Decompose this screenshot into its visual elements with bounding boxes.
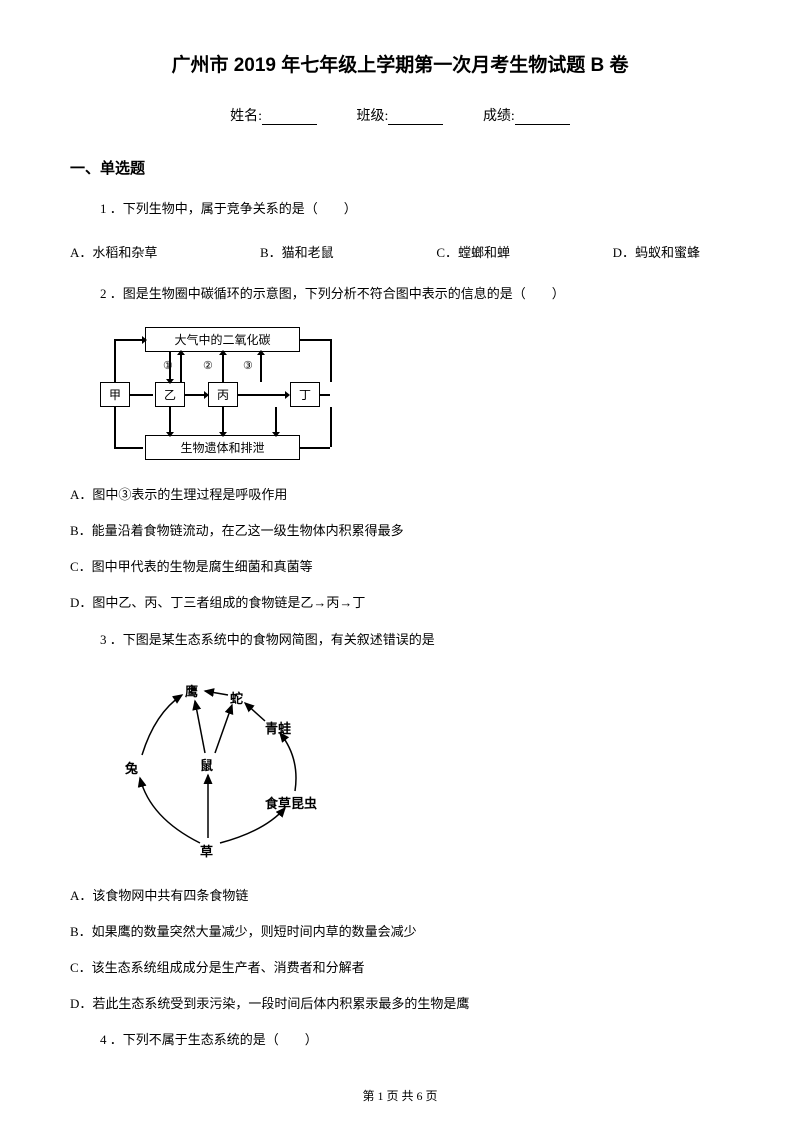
- arrow: [130, 394, 153, 396]
- node-she: 蛇: [230, 688, 243, 707]
- arrow: [222, 354, 224, 382]
- page-footer: 第 1 页 共 6 页: [0, 1087, 800, 1104]
- q1-opt-a: A．水稻和杂草: [70, 242, 157, 261]
- name-field: 姓名:: [230, 105, 317, 125]
- q1-options: A．水稻和杂草 B．猫和老鼠 C．螳螂和蝉 D．蚂蚁和蜜蜂: [70, 242, 730, 261]
- arrow: [260, 354, 262, 382]
- jia-box: 甲: [100, 382, 130, 407]
- node-ying: 鹰: [185, 681, 198, 700]
- arrow: [300, 339, 330, 341]
- q2-opt-b: B．能量沿着食物链流动，在乙这一级生物体内积累得最多: [70, 520, 730, 542]
- class-field: 班级:: [357, 105, 444, 125]
- arrow: [114, 407, 116, 447]
- score-blank: [515, 124, 570, 125]
- arrow: [330, 407, 332, 447]
- q2-text: 2 ．图是生物圈中碳循环的示意图，下列分析不符合图中表示的信息的是（ ）: [70, 283, 730, 305]
- q2-opt-d: D．图中乙、丙、丁三者组成的食物链是乙→丙→丁: [70, 592, 730, 614]
- node-shu: 鼠: [200, 755, 213, 774]
- top-box: 大气中的二氧化碳: [145, 327, 300, 352]
- arrow: [300, 447, 330, 449]
- bottom-box: 生物遗体和排泄: [145, 435, 300, 460]
- node-qingwa: 青蛙: [265, 718, 291, 737]
- arrow: [114, 447, 143, 449]
- label-2: ②: [203, 359, 213, 372]
- arrow: [185, 394, 205, 396]
- arrow: [238, 394, 286, 396]
- q1-opt-d: D．蚂蚁和蜜蜂: [613, 242, 700, 261]
- node-shicao: 食草昆虫: [265, 793, 317, 812]
- class-label: 班级:: [357, 109, 389, 124]
- bing-box: 丙: [208, 382, 238, 407]
- label-3: ③: [243, 359, 253, 372]
- node-tu: 兔: [125, 758, 138, 777]
- name-label: 姓名:: [230, 109, 262, 124]
- q1-opt-c: C．螳螂和蝉: [436, 242, 510, 261]
- class-blank: [388, 124, 443, 125]
- q3-opt-a: A．该食物网中共有四条食物链: [70, 885, 730, 907]
- arrow: [330, 339, 332, 382]
- q1-text: 1 ．下列生物中，属于竞争关系的是（ ）: [70, 198, 730, 220]
- arrow: [222, 407, 224, 433]
- score-label: 成绩:: [483, 109, 515, 124]
- ding-box: 丁: [290, 382, 320, 407]
- arrow: [275, 407, 277, 433]
- q1-opt-b: B．猫和老鼠: [260, 242, 334, 261]
- arrow: [114, 339, 143, 341]
- section-heading: 一、单选题: [70, 157, 730, 178]
- arrow: [114, 339, 116, 382]
- q3-diagram: 鹰 蛇 青蛙 鼠 兔 食草昆虫 草: [100, 673, 730, 863]
- yi-box: 乙: [155, 382, 185, 407]
- node-cao: 草: [200, 841, 213, 860]
- label-1: ①: [163, 359, 173, 372]
- info-row: 姓名: 班级: 成绩:: [70, 105, 730, 125]
- q3-opt-b: B．如果鹰的数量突然大量减少，则短时间内草的数量会减少: [70, 921, 730, 943]
- arrow: [169, 352, 171, 380]
- page-title: 广州市 2019 年七年级上学期第一次月考生物试题 B 卷: [70, 50, 730, 77]
- q3-opt-c: C．该生态系统组成成分是生产者、消费者和分解者: [70, 957, 730, 979]
- arrow: [180, 354, 182, 382]
- arrow: [169, 407, 171, 433]
- arrow: [320, 394, 330, 396]
- q2-diagram: 大气中的二氧化碳 甲 乙 丙 丁 生物遗体和排泄 ① ② ③: [100, 327, 730, 462]
- q2-opt-a: A．图中③表示的生理过程是呼吸作用: [70, 484, 730, 506]
- score-field: 成绩:: [483, 105, 570, 125]
- q3-opt-d: D．若此生态系统受到汞污染，一段时间后体内积累汞最多的生物是鹰: [70, 993, 730, 1015]
- q2-opt-c: C．图中甲代表的生物是腐生细菌和真菌等: [70, 556, 730, 578]
- name-blank: [262, 124, 317, 125]
- q3-text: 3 ．下图是某生态系统中的食物网简图，有关叙述错误的是: [70, 629, 730, 651]
- q4-text: 4 ．下列不属于生态系统的是（ ）: [70, 1029, 730, 1051]
